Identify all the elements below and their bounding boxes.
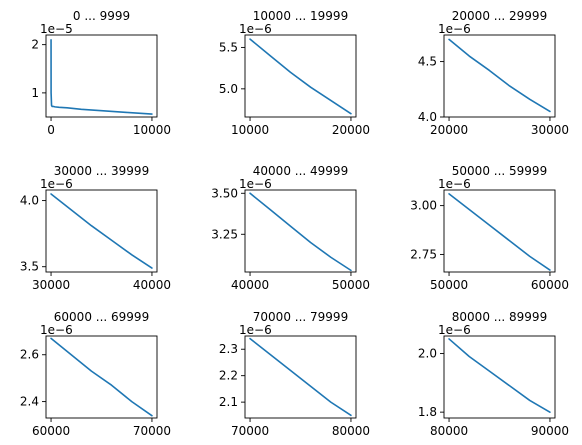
y-tick-label: 4.5	[418, 55, 437, 69]
axes-frame	[443, 189, 556, 273]
y-tick-label: 2.2	[219, 369, 238, 383]
x-tick-label: 60000	[531, 278, 569, 292]
x-tick-label: 20000	[430, 123, 468, 137]
axes-frame	[45, 189, 158, 273]
x-tick-label: 40000	[231, 278, 269, 292]
x-tick-label: 30000	[531, 123, 569, 137]
subplot-title: 80000 ... 89999	[452, 310, 547, 324]
y-tick-label: 3.5	[20, 260, 39, 274]
y-tick-label: 1	[31, 86, 39, 100]
x-tick-label: 60000	[32, 424, 70, 438]
axes-frame	[45, 34, 158, 118]
series-line	[448, 38, 551, 113]
x-tick-label: 10000	[231, 123, 269, 137]
axes-frame	[244, 335, 357, 419]
x-tick-label: 0	[47, 123, 55, 137]
series-line	[249, 192, 352, 272]
x-tick-label: 30000	[32, 278, 70, 292]
x-tick-label: 70000	[231, 424, 269, 438]
subplot-title: 0 ... 9999	[73, 9, 130, 23]
offset-text: 1e−6	[239, 177, 272, 191]
offset-text: 1e−6	[40, 177, 73, 191]
x-tick-label: 70000	[133, 424, 171, 438]
offset-text: 1e−6	[239, 22, 272, 36]
x-tick-label: 40000	[133, 278, 171, 292]
x-tick-label: 80000	[332, 424, 370, 438]
y-tick-label: 4.0	[20, 194, 39, 208]
y-tick-label: 2.6	[20, 348, 39, 362]
y-tick-label: 1.8	[418, 405, 437, 419]
subplot-title: 60000 ... 69999	[54, 310, 149, 324]
x-tick-label: 80000	[430, 424, 468, 438]
y-tick-label: 2	[31, 38, 39, 52]
x-tick-label: 20000	[332, 123, 370, 137]
y-tick-label: 3.25	[211, 227, 238, 241]
y-tick-label: 5.5	[219, 40, 238, 54]
subplot-title: 10000 ... 19999	[253, 9, 348, 23]
y-tick-label: 2.3	[219, 342, 238, 356]
offset-text: 1e−6	[438, 323, 471, 337]
series-line	[448, 338, 551, 413]
y-tick-label: 2.4	[20, 395, 39, 409]
axes-frame	[443, 34, 556, 118]
series-line	[50, 39, 153, 115]
y-tick-label: 2.0	[418, 347, 437, 361]
y-tick-label: 4.0	[418, 110, 437, 124]
offset-text: 1e−6	[438, 177, 471, 191]
offset-text: 1e−6	[239, 323, 272, 337]
axes-frame	[244, 189, 357, 273]
y-tick-label: 3.00	[410, 199, 437, 213]
offset-text: 1e−5	[40, 22, 73, 36]
subplot-title: 50000 ... 59999	[452, 164, 547, 178]
subplot-title: 40000 ... 49999	[253, 164, 348, 178]
y-tick-label: 2.1	[219, 395, 238, 409]
series-line	[249, 38, 352, 115]
y-tick-label: 5.0	[219, 82, 238, 96]
y-tick-label: 2.75	[410, 247, 437, 261]
offset-text: 1e−6	[40, 323, 73, 337]
x-tick-label: 10000	[133, 123, 171, 137]
y-tick-label: 3.50	[211, 186, 238, 200]
axes-frame	[443, 335, 556, 419]
subplot-title: 70000 ... 79999	[253, 310, 348, 324]
x-tick-label: 50000	[430, 278, 468, 292]
series-line	[249, 337, 352, 417]
x-tick-label: 50000	[332, 278, 370, 292]
series-line	[50, 337, 153, 417]
x-tick-label: 90000	[531, 424, 569, 438]
subplot-title: 20000 ... 29999	[452, 9, 547, 23]
series-line	[50, 193, 153, 269]
offset-text: 1e−6	[438, 22, 471, 36]
subplot-title: 30000 ... 39999	[54, 164, 149, 178]
series-line	[448, 193, 551, 271]
axes-frame	[45, 335, 158, 419]
axes-frame	[244, 34, 357, 118]
